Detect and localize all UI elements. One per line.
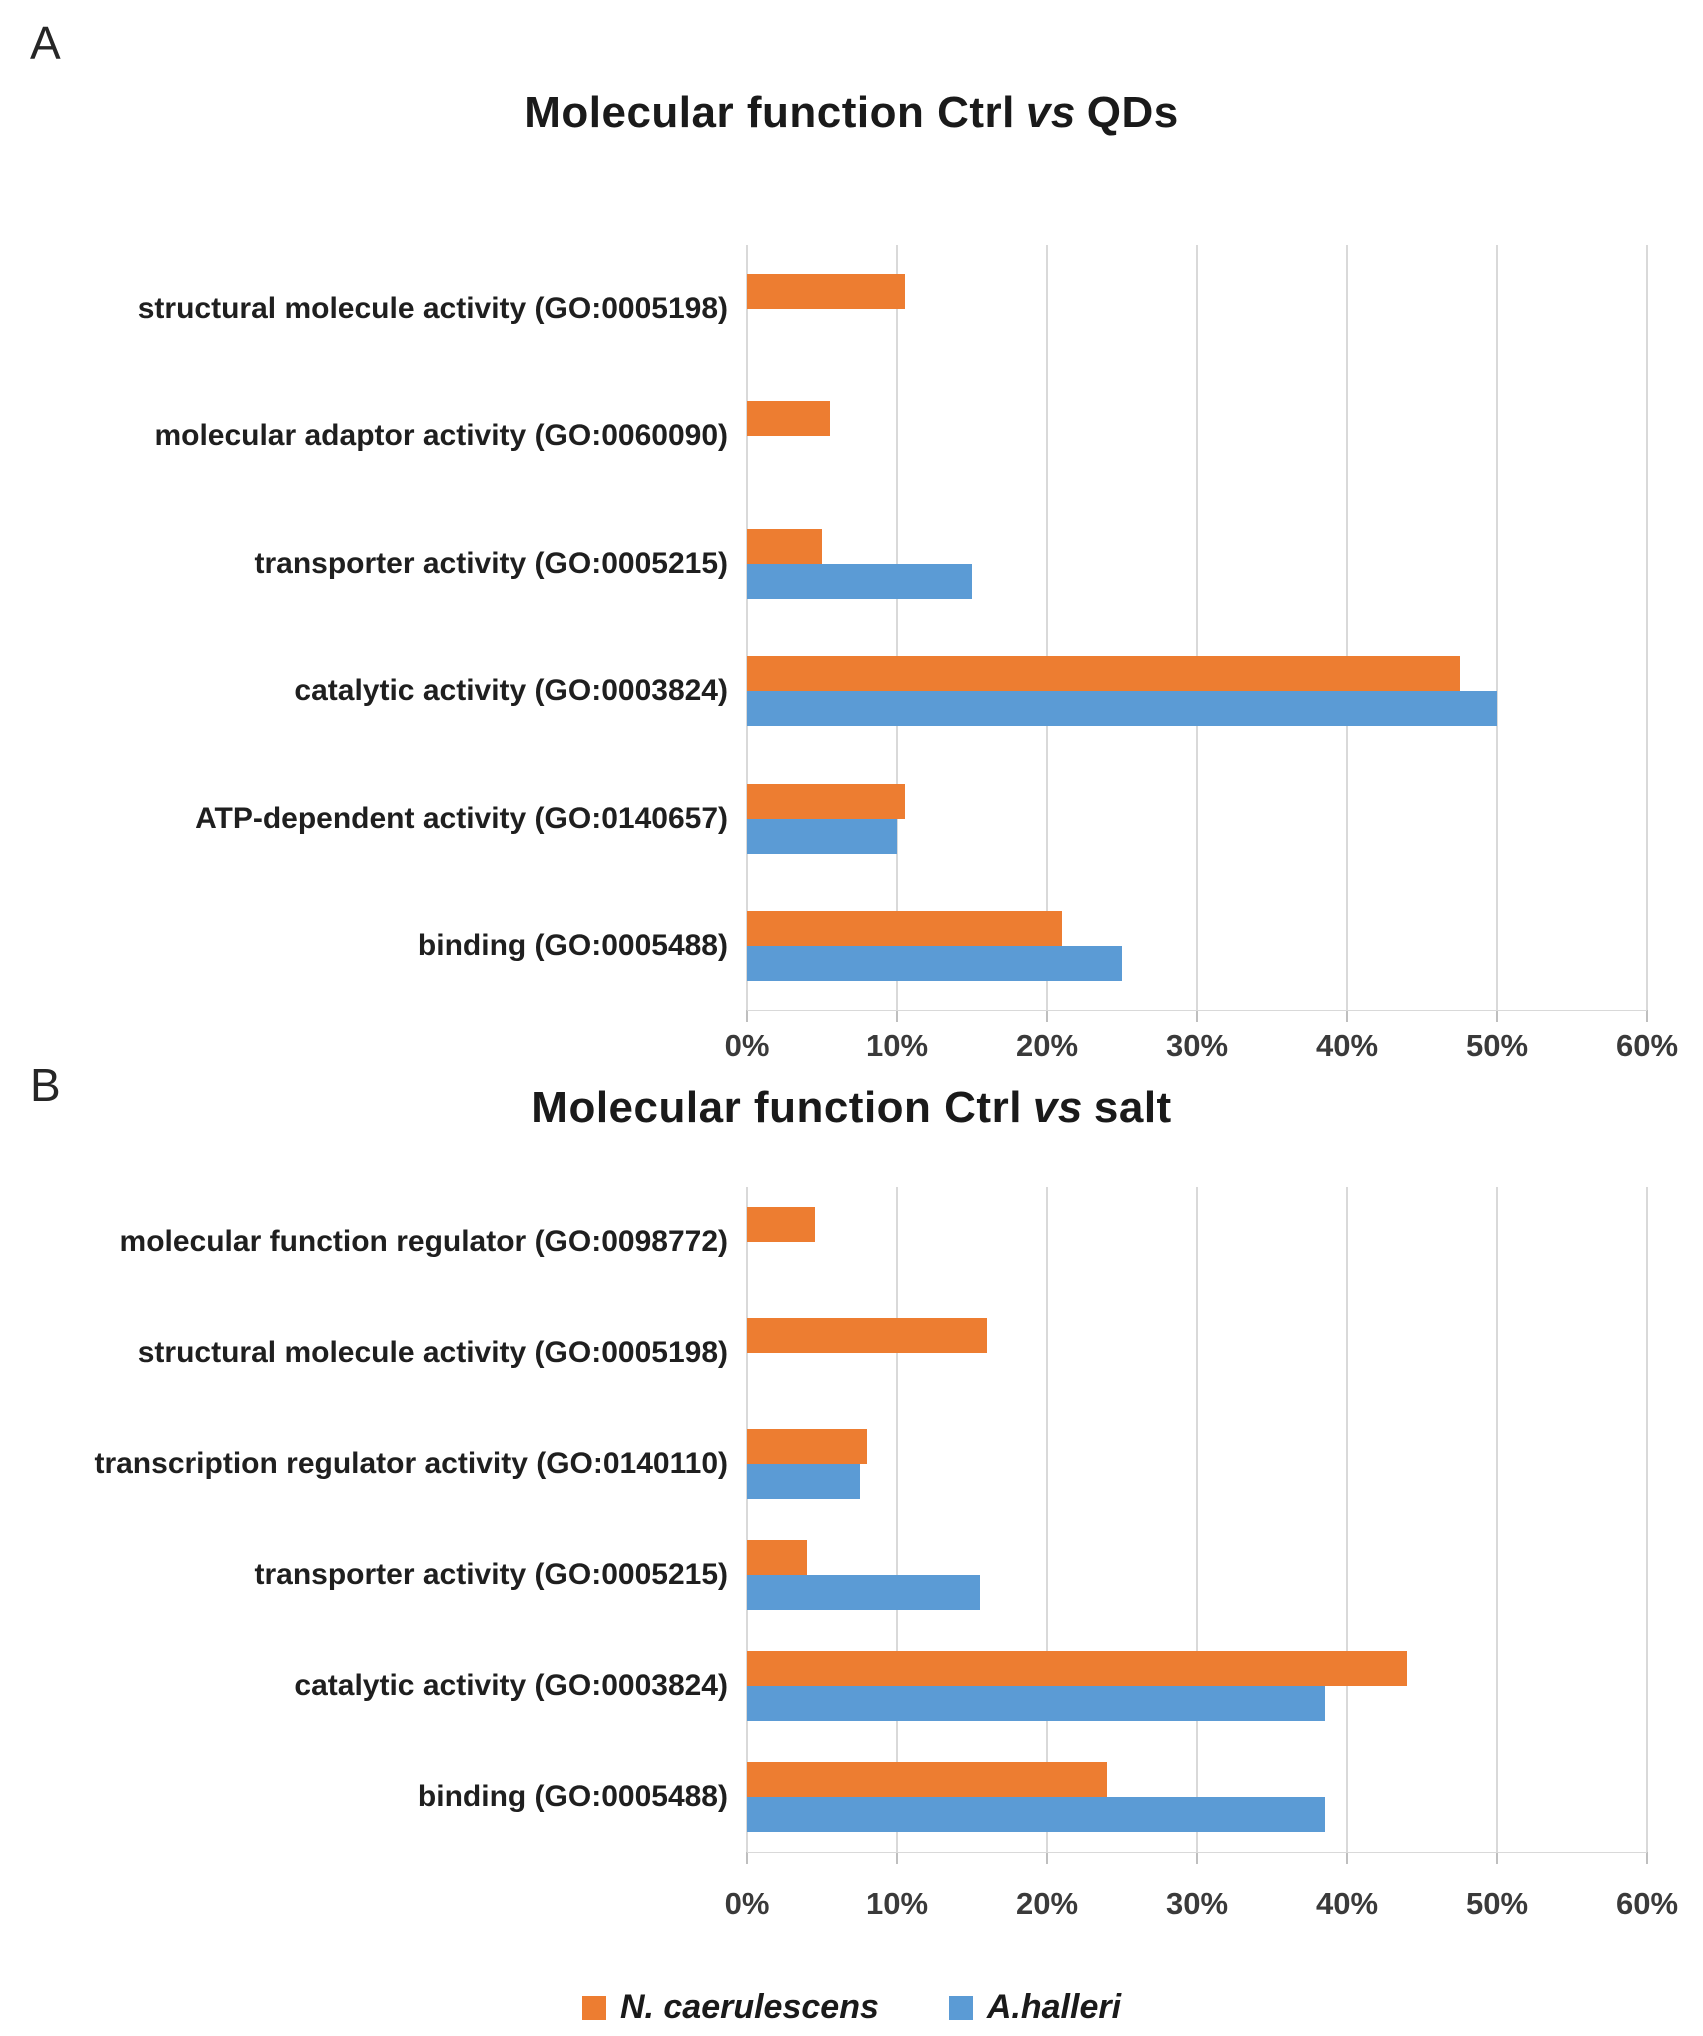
category-label: catalytic activity (GO:0003824)	[294, 1668, 728, 1702]
x-axis-tick-label: 20%	[1015, 1028, 1079, 1063]
category-label: structural molecule activity (GO:0005198…	[137, 1336, 728, 1370]
legend-label-a-halleri: A.halleri	[986, 1988, 1122, 2026]
x-axis-tick-label: 10%	[865, 1028, 929, 1063]
bar-n-caerulescens	[747, 401, 830, 437]
panel-a-label: A	[30, 17, 61, 69]
axis-tick	[1496, 1010, 1498, 1022]
axis-tick	[746, 1852, 748, 1864]
chart-b-title-vs: vs	[1032, 1083, 1083, 1132]
chart-b-title-suffix: salt	[1093, 1083, 1172, 1132]
axis-tick	[1646, 1852, 1648, 1864]
legend-swatch-blue-icon	[948, 1995, 973, 2020]
category-label: binding (GO:0005488)	[417, 929, 728, 963]
bar-n-caerulescens	[747, 1207, 815, 1243]
bar-a-halleri	[747, 1574, 980, 1610]
bar-a-halleri	[747, 946, 1122, 982]
gridline	[1196, 245, 1198, 1010]
category-label: binding (GO:0005488)	[417, 1779, 728, 1813]
gridline	[1046, 1187, 1048, 1852]
x-axis-tick-label: 0%	[724, 1028, 770, 1063]
gridline	[746, 1187, 748, 1852]
category-label: transcription regulator activity (GO:014…	[94, 1447, 728, 1481]
chart-a-title-suffix: QDs	[1086, 88, 1179, 137]
legend-item-n-caerulescens: N. caerulescens	[581, 1988, 879, 2027]
bar-n-caerulescens	[747, 911, 1062, 947]
x-axis-tick-label: 50%	[1465, 1028, 1529, 1063]
category-label: molecular adaptor activity (GO:0060090)	[154, 419, 728, 453]
x-axis-tick-label: 0%	[724, 1886, 770, 1921]
axis-tick	[1346, 1010, 1348, 1022]
bar-n-caerulescens	[747, 528, 822, 564]
bar-a-halleri	[747, 563, 972, 599]
chart-a-title-prefix: Molecular function Ctrl	[524, 88, 1015, 137]
category-label: molecular function regulator (GO:0098772…	[119, 1225, 728, 1259]
axis-tick	[1046, 1852, 1048, 1864]
gridline	[1496, 1187, 1498, 1852]
bar-n-caerulescens	[747, 1318, 987, 1354]
gridline	[1496, 245, 1498, 1010]
axis-tick	[746, 1010, 748, 1022]
axis-tick	[1046, 1010, 1048, 1022]
gridline	[1046, 245, 1048, 1010]
x-axis-tick-label: 60%	[1615, 1886, 1679, 1921]
gridline	[1646, 245, 1648, 1010]
category-label: catalytic activity (GO:0003824)	[294, 674, 728, 708]
gridline	[1196, 1187, 1198, 1852]
axis-tick	[1346, 1852, 1348, 1864]
legend-swatch-orange-icon	[581, 1995, 606, 2020]
bar-a-halleri	[747, 1796, 1325, 1832]
legend: N. caerulescens A.halleri	[0, 1988, 1703, 2027]
bar-n-caerulescens	[747, 1539, 807, 1575]
legend-label-n-caerulescens: N. caerulescens	[619, 1988, 879, 2026]
x-axis-line	[747, 1852, 1647, 1853]
x-axis-tick-label: 10%	[865, 1886, 929, 1921]
bar-a-halleri	[747, 691, 1497, 727]
axis-tick	[896, 1852, 898, 1864]
bar-n-caerulescens	[747, 1429, 867, 1465]
gridline	[1646, 1187, 1648, 1852]
gridline	[1346, 245, 1348, 1010]
x-axis-tick-label: 50%	[1465, 1886, 1529, 1921]
bar-a-halleri	[747, 1464, 860, 1500]
gridline	[896, 1187, 898, 1852]
x-axis-tick-label: 30%	[1165, 1886, 1229, 1921]
chart-b-title: Molecular function Ctrl vs salt	[0, 1083, 1703, 1133]
category-label: ATP-dependent activity (GO:0140657)	[195, 801, 728, 835]
x-axis-tick-label: 40%	[1315, 1028, 1379, 1063]
category-label: structural molecule activity (GO:0005198…	[137, 291, 728, 325]
bar-a-halleri	[747, 1685, 1325, 1721]
category-label: transporter activity (GO:0005215)	[254, 546, 728, 580]
bar-a-halleri	[747, 818, 897, 854]
axis-tick	[1196, 1010, 1198, 1022]
legend-item-a-halleri: A.halleri	[948, 1988, 1122, 2027]
x-axis-tick-label: 60%	[1615, 1028, 1679, 1063]
bar-n-caerulescens	[747, 656, 1460, 692]
x-axis-tick-label: 30%	[1165, 1028, 1229, 1063]
gridline	[896, 245, 898, 1010]
panel-b-label: B	[30, 1059, 61, 1111]
bar-n-caerulescens	[747, 1650, 1407, 1686]
bar-n-caerulescens	[747, 783, 905, 819]
axis-tick	[896, 1010, 898, 1022]
axis-tick	[1496, 1852, 1498, 1864]
gridline	[1346, 1187, 1348, 1852]
bar-n-caerulescens	[747, 273, 905, 309]
x-axis-tick-label: 40%	[1315, 1886, 1379, 1921]
chart-a-title-vs: vs	[1025, 88, 1076, 137]
bar-n-caerulescens	[747, 1761, 1107, 1797]
axis-tick	[1646, 1010, 1648, 1022]
x-axis-tick-label: 20%	[1015, 1886, 1079, 1921]
chart-b-title-prefix: Molecular function Ctrl	[531, 1083, 1022, 1132]
chart-a-title: Molecular function Ctrl vs QDs	[0, 88, 1703, 138]
x-axis-line	[747, 1010, 1647, 1011]
category-label: transporter activity (GO:0005215)	[254, 1557, 728, 1591]
axis-tick	[1196, 1852, 1198, 1864]
gridline	[746, 245, 748, 1010]
